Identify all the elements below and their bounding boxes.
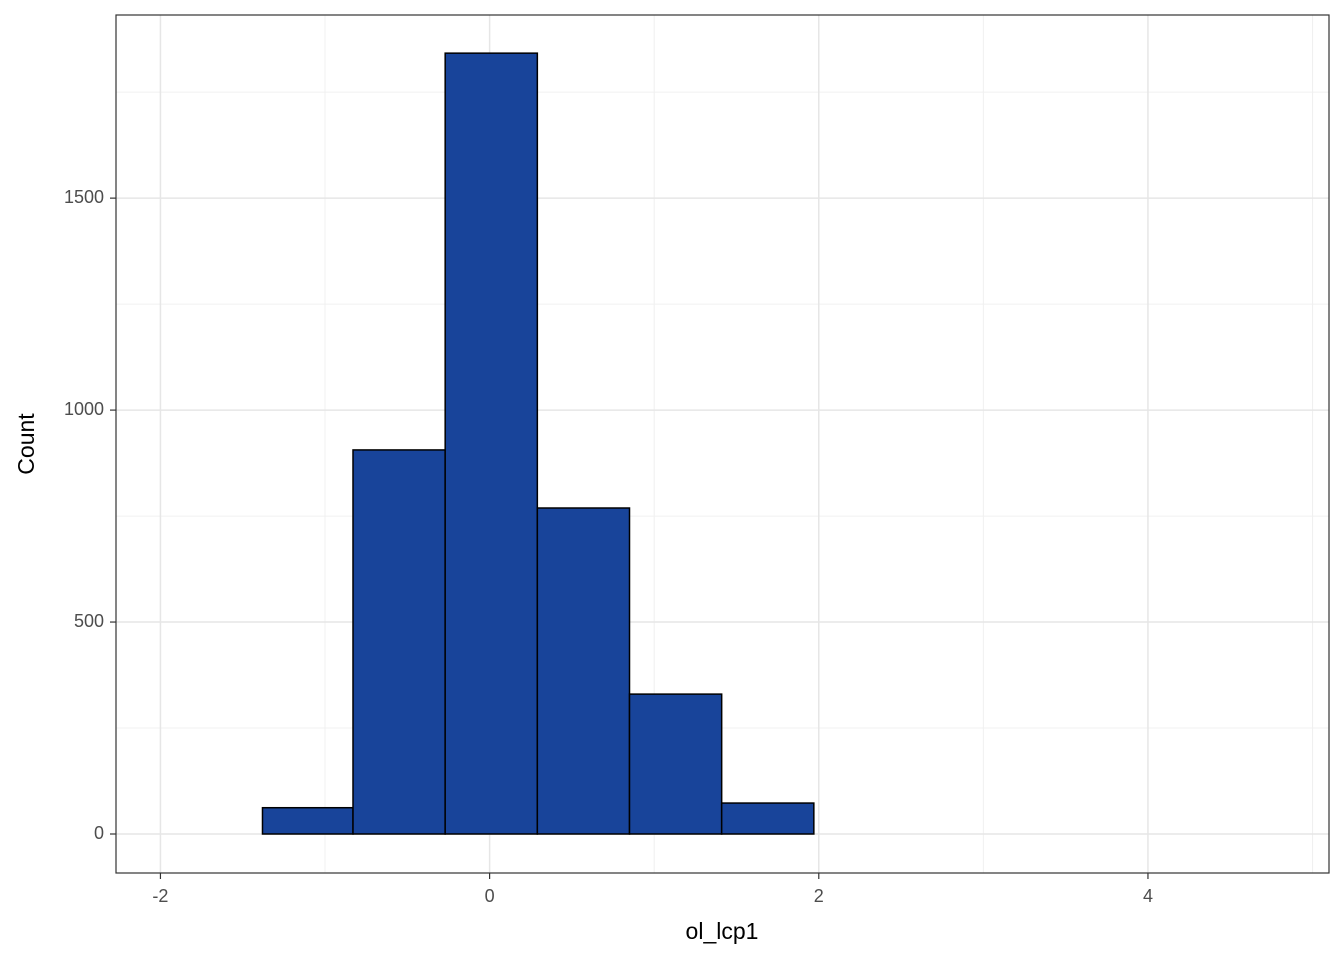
x-tick-label: 4 xyxy=(1143,886,1153,906)
x-axis-title: ol_lcp1 xyxy=(686,918,759,944)
histogram-bar xyxy=(261,806,354,835)
y-tick-label: 500 xyxy=(74,611,104,631)
x-tick-label: 0 xyxy=(485,886,495,906)
panel-border xyxy=(115,14,1330,874)
panel-background xyxy=(116,15,1329,873)
x-tick-label: -2 xyxy=(152,886,168,906)
histogram-bar xyxy=(720,802,815,835)
histogram-bar xyxy=(352,449,446,835)
y-axis-title: Count xyxy=(13,413,39,475)
y-tick-label: 1500 xyxy=(64,187,104,207)
histogram-bar xyxy=(536,507,631,835)
histogram-bar xyxy=(444,52,539,835)
y-tick-label: 1000 xyxy=(64,399,104,419)
histogram-bar xyxy=(628,693,723,835)
x-tick-label: 2 xyxy=(814,886,824,906)
y-tick-label: 0 xyxy=(94,823,104,843)
